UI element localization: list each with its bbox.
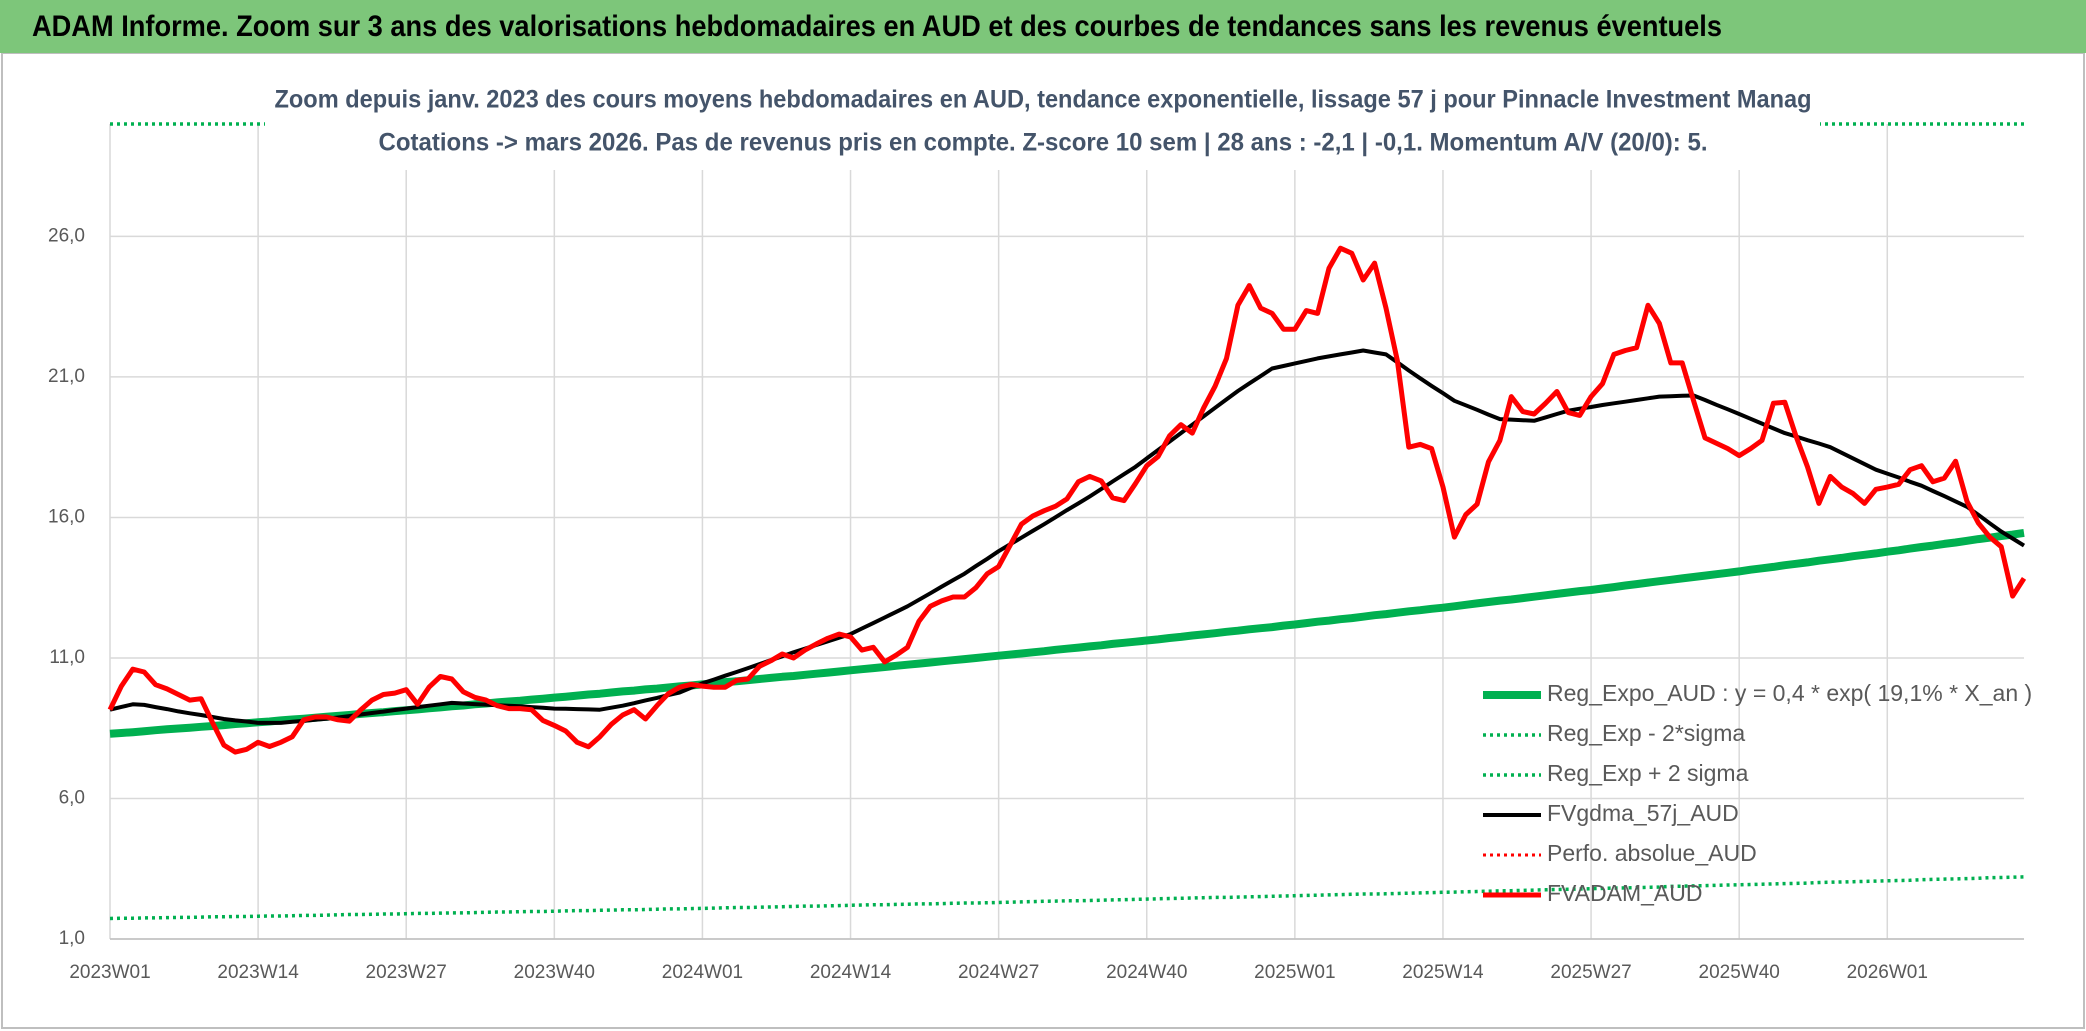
series-line <box>109 528 2025 738</box>
y-tick-label: 1,0 <box>59 928 85 949</box>
x-tick-label: 2026W01 <box>1847 962 1928 983</box>
y-tick-label: 11,0 <box>49 647 85 668</box>
x-tick-label: 2025W40 <box>1699 962 1780 983</box>
x-tick-label: 2025W01 <box>1254 962 1335 983</box>
series-layer <box>107 122 2027 921</box>
chart-subtitle: Zoom depuis janv. 2023 des cours moyens … <box>275 86 1812 114</box>
x-tick-label: 2024W40 <box>1106 962 1187 983</box>
legend-label: FVgdma_57j_AUD <box>1547 800 1739 826</box>
series-line <box>109 348 2026 725</box>
y-tick-label: 21,0 <box>48 366 85 387</box>
x-tick-label: 2025W14 <box>1402 962 1484 983</box>
series-line <box>107 245 2027 755</box>
grid: 1,0 6,0 11,0 16,0 21,0 26,0 2023W01 2023W14 2023… <box>48 124 2024 983</box>
x-tick-label: 2024W01 <box>662 962 743 983</box>
header-title: ADAM Informe. Zoom sur 3 ans des valoris… <box>32 10 1722 43</box>
legend-label: Reg_Expo_AUD : y = 0,4 * exp( 19,1% * X_… <box>1547 680 2032 706</box>
x-tick-label: 2023W14 <box>217 962 299 983</box>
x-tick-label: 2023W40 <box>514 962 595 983</box>
y-tick-label: 26,0 <box>48 225 85 246</box>
title-backdrop <box>265 80 1820 170</box>
x-tick-label: 2023W01 <box>69 962 150 983</box>
legend-label: Perfo. absolue_AUD <box>1547 840 1757 866</box>
x-tick-label: 2023W27 <box>366 962 447 983</box>
x-tick-label: 2025W27 <box>1550 962 1631 983</box>
header-bar <box>0 0 2086 53</box>
legend-label: Reg_Exp + 2 sigma <box>1547 760 1749 786</box>
x-tick-label: 2024W14 <box>810 962 892 983</box>
y-tick-label: 6,0 <box>59 787 85 808</box>
x-tick-label: 2024W27 <box>958 962 1039 983</box>
legend-label: FVADAM_AUD <box>1547 880 1703 906</box>
chart-subtitle: Cotations -> mars 2026. Pas de revenus p… <box>379 129 1708 157</box>
legend: Reg_Expo_AUD : y = 0,4 * exp( 19,1% * X_… <box>1483 680 2032 906</box>
legend-label: Reg_Exp - 2*sigma <box>1547 720 1745 746</box>
y-tick-label: 16,0 <box>48 506 85 527</box>
